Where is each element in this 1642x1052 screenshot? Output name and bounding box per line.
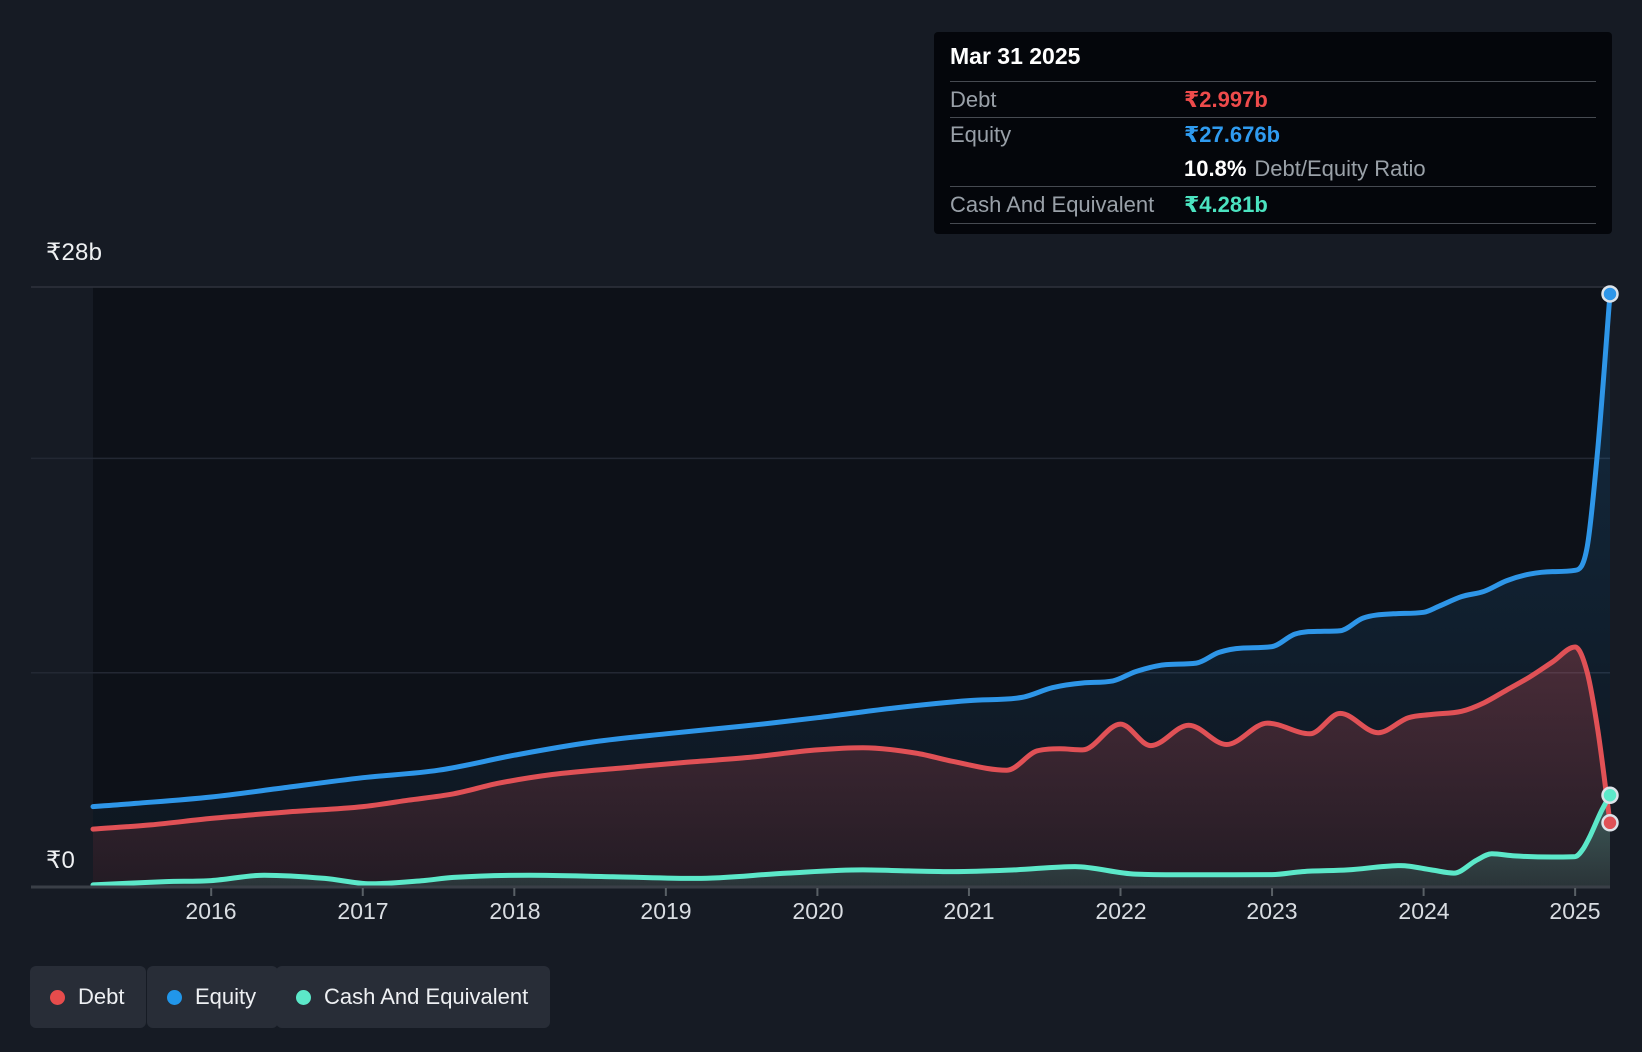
tooltip-row-cash: Cash And Equivalent ₹4.281b: [950, 187, 1596, 224]
equity-line: [90, 291, 1613, 810]
x-axis-label-2025: 2025: [1549, 898, 1601, 924]
equity-area: [93, 293, 1610, 887]
tooltip-equity-label: Equity: [950, 122, 1012, 147]
x-axis-label-2016: 2016: [185, 898, 237, 924]
debt-endpoint-marker: [1601, 814, 1619, 832]
tooltip-date: Mar 31 2025: [950, 32, 1596, 82]
x-axis-label-2019: 2019: [640, 898, 692, 924]
debt-series-dot-icon: [50, 989, 65, 1005]
tooltip-debt-value: ₹2.997b: [1184, 86, 1268, 112]
legend-debt-label: Debt: [78, 984, 125, 1009]
legend-toggle-equity[interactable]: Equity: [147, 966, 279, 1028]
x-axis-label-2020: 2020: [792, 898, 844, 924]
x-axis-label-2018: 2018: [489, 898, 541, 924]
legend-cash-label: Cash And Equivalent: [324, 984, 529, 1009]
cash-series-dot-icon: [296, 989, 311, 1005]
tooltip-cash-label: Cash And Equivalent: [950, 192, 1155, 217]
x-axis-label-2017: 2017: [337, 898, 389, 924]
debt-area: [93, 647, 1610, 887]
tooltip-equity-value: ₹27.676b: [1184, 122, 1281, 147]
x-axis-label-2023: 2023: [1246, 898, 1298, 924]
debt-line: [90, 644, 1613, 832]
tooltip-row-ratio: 10.8% Debt/Equity Ratio: [950, 152, 1596, 187]
tooltip-ratio-label: Debt/Equity Ratio: [1254, 156, 1426, 181]
equity-endpoint-marker: [1601, 285, 1619, 303]
legend-toggle-debt[interactable]: Debt: [30, 966, 147, 1028]
tooltip-cash-value: ₹4.281b: [1184, 192, 1268, 217]
x-axis-label-2021: 2021: [943, 898, 995, 924]
tooltip-ratio-value: 10.8%: [1184, 156, 1247, 181]
tooltip-row-debt: Debt ₹2.997b: [950, 82, 1596, 118]
tooltip-row-equity: Equity ₹27.676b: [950, 118, 1596, 152]
x-axis-label-2024: 2024: [1398, 898, 1450, 924]
tooltip-debt-label: Debt: [950, 86, 997, 112]
y-axis-label-max: ₹28b: [46, 239, 103, 266]
y-axis-label-zero: ₹0: [46, 847, 76, 874]
chart-legend: Debt Equity Cash And Equivalent: [0, 966, 1642, 1028]
legend-equity-label: Equity: [195, 984, 257, 1009]
x-axis-label-2022: 2022: [1095, 898, 1147, 924]
cash-endpoint-marker: [1601, 786, 1619, 805]
legend-toggle-cash[interactable]: Cash And Equivalent: [276, 966, 551, 1028]
chart-tooltip: Mar 31 2025 Debt ₹2.997b Equity ₹27.676b…: [934, 32, 1612, 234]
equity-series-dot-icon: [167, 989, 182, 1005]
cash-line: [90, 792, 1613, 888]
